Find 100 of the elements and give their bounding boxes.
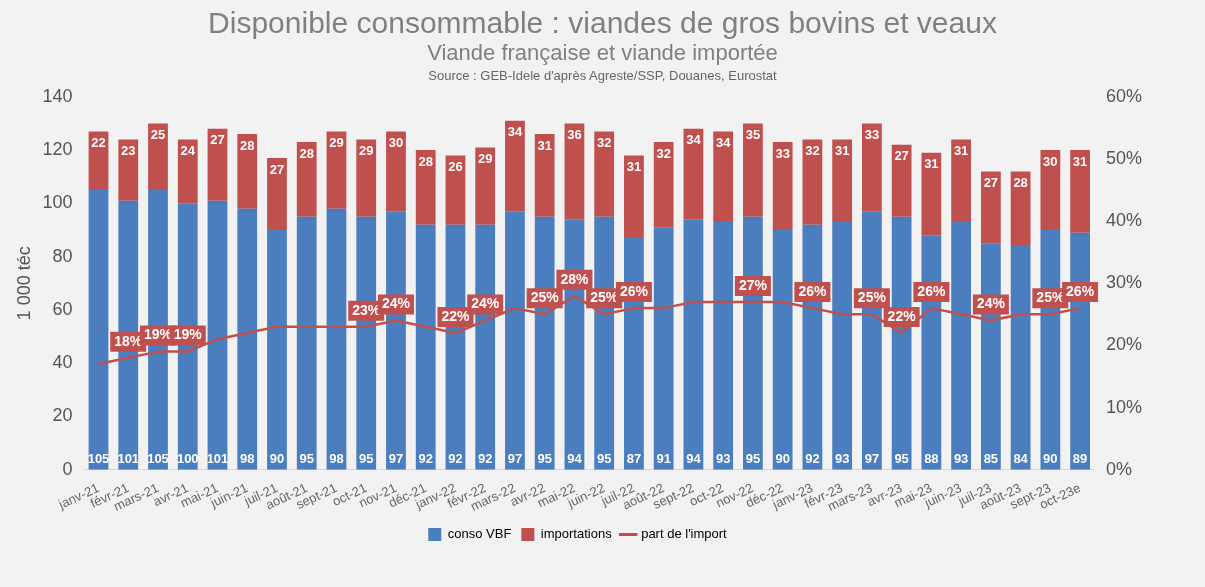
bar (148, 123, 168, 191)
data-label: 29 (477, 150, 493, 166)
data-label: 92 (477, 451, 493, 467)
y-axis-title: 1 000 téc (13, 246, 34, 321)
y2-tick-label: 20% (1105, 334, 1142, 355)
data-label: 24 (180, 143, 196, 158)
data-label: 92 (418, 451, 433, 467)
data-label: 19% (173, 326, 203, 343)
data-label: 97 (388, 451, 404, 467)
y2-tick-label: 60% (1105, 85, 1142, 106)
bar (505, 120, 525, 212)
y2-tick-label: 40% (1105, 210, 1142, 231)
data-label: 31 (537, 137, 552, 153)
data-label: 22% (887, 307, 917, 324)
bar (356, 139, 377, 217)
bar (1010, 171, 1031, 246)
data-label: 28% (560, 270, 589, 287)
data-label: 31 (834, 143, 850, 158)
data-label: 98 (240, 451, 255, 467)
data-label: 25 (150, 127, 166, 143)
data-label: 84 (1013, 451, 1029, 467)
data-label: 97 (507, 451, 523, 467)
y2-tick-label: 0% (1105, 458, 1132, 479)
data-label: 35 (745, 127, 761, 143)
bar (1070, 150, 1090, 233)
legend-label: part de l'import (641, 526, 728, 542)
data-label: 88 (924, 451, 939, 467)
data-label: 94 (686, 451, 702, 467)
data-label: 97 (864, 451, 880, 467)
data-label: 89 (1072, 451, 1088, 467)
data-label: 92 (805, 451, 820, 467)
bar (415, 224, 436, 470)
data-label: 25% (1036, 289, 1065, 306)
data-label: 22% (441, 307, 471, 324)
data-label: 31 (924, 156, 939, 172)
bar (1040, 150, 1061, 230)
data-label: 32 (596, 135, 612, 151)
bar (653, 142, 674, 228)
bar (832, 221, 853, 470)
data-label: 36 (567, 127, 582, 143)
data-label: 28 (299, 145, 314, 161)
bar (386, 131, 406, 212)
y2-tick-label: 30% (1105, 272, 1142, 293)
data-label: 22 (91, 135, 106, 151)
data-label: 93 (953, 451, 969, 467)
data-label: 95 (299, 451, 314, 467)
bar (951, 139, 972, 222)
data-label: 25% (857, 289, 887, 306)
data-label: 95 (537, 451, 552, 467)
data-label: 34 (686, 132, 702, 148)
bar (772, 229, 793, 470)
bar (88, 190, 109, 470)
data-label: 27 (210, 132, 225, 148)
data-label: 95 (358, 451, 374, 467)
data-label: 27 (269, 161, 285, 177)
data-label: 24% (471, 295, 500, 312)
data-label: 95 (894, 451, 909, 467)
data-label: 24% (381, 295, 411, 312)
bar (237, 134, 258, 209)
bar (177, 139, 198, 204)
bar (891, 144, 912, 217)
bar (861, 123, 882, 212)
bar (237, 208, 258, 470)
data-label: 93 (715, 451, 731, 467)
data-label: 30 (1043, 153, 1058, 169)
data-label: 87 (626, 451, 642, 467)
y-tick-label: 120 (42, 139, 73, 160)
data-label: 27 (983, 174, 999, 190)
data-label: 34 (715, 135, 732, 151)
data-label: 30 (388, 135, 404, 151)
data-label: 95 (596, 451, 612, 467)
data-label: 26% (1066, 282, 1095, 299)
data-label: 91 (656, 451, 671, 467)
bar (118, 139, 139, 201)
chart-subtitle: Viande française et viande importée (426, 40, 779, 66)
bar (415, 150, 436, 225)
data-label: 28 (418, 153, 433, 169)
data-label: 95 (745, 451, 761, 467)
y-tick-label: 60 (52, 298, 73, 319)
bar (267, 229, 287, 470)
bar (505, 211, 525, 470)
bar (951, 221, 972, 470)
bar (564, 123, 585, 220)
data-label: 26% (798, 282, 827, 299)
y2-tick-label: 10% (1105, 396, 1142, 417)
bar (802, 139, 823, 225)
bar (683, 128, 704, 220)
data-label: 34 (507, 124, 523, 140)
data-label: 28 (1013, 174, 1028, 190)
data-label: 28 (240, 137, 255, 153)
bar (653, 227, 674, 470)
y-tick-label: 140 (42, 85, 73, 106)
y-tick-label: 0 (62, 458, 73, 479)
bar (624, 155, 644, 238)
data-label: 29 (358, 143, 374, 158)
bar (207, 128, 228, 201)
y2-tick-label: 50% (1105, 147, 1142, 168)
data-label: 26% (619, 282, 649, 299)
bar (326, 208, 347, 470)
bar (832, 139, 853, 222)
